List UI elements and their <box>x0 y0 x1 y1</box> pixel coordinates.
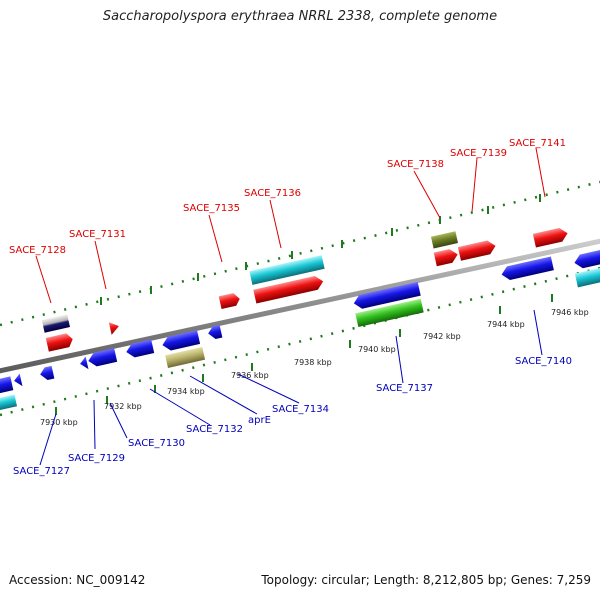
gene-label[interactable]: SACE_7141 <box>509 138 566 149</box>
gene-arrow[interactable] <box>355 298 424 328</box>
forward-tick-track <box>0 180 600 327</box>
gene-label[interactable]: SACE_7137 <box>376 383 433 394</box>
gene-arrow[interactable] <box>13 373 23 387</box>
gene-label[interactable]: aprE <box>248 415 271 426</box>
gene-arrow[interactable] <box>87 348 118 368</box>
gene-arrow[interactable] <box>207 324 223 341</box>
gene-arrow[interactable] <box>41 314 70 333</box>
tick-label: 7932 kbp <box>104 402 142 411</box>
gene-label[interactable]: SACE_7138 <box>387 159 444 170</box>
forward-strand-genes <box>41 226 569 352</box>
gene-label[interactable]: SACE_7131 <box>69 229 126 240</box>
reverse-label-lines <box>39 309 543 466</box>
gene-arrow[interactable] <box>433 248 460 267</box>
tick-marks: 7930 kbp 7932 kbp 7934 kbp 7936 kbp 7938 kbp… <box>40 194 589 427</box>
gene-label[interactable]: SACE_7132 <box>186 424 243 435</box>
gene-arrow[interactable] <box>500 256 554 281</box>
gene-arrow[interactable] <box>125 339 155 359</box>
accession-text: Accession: NC_009142 <box>9 573 146 587</box>
gene-arrow[interactable] <box>79 356 89 370</box>
gene-arrow[interactable] <box>39 365 55 382</box>
gene-label[interactable]: SACE_7140 <box>515 356 572 367</box>
gene-arrow[interactable] <box>45 332 74 352</box>
gene-arrow[interactable] <box>430 231 458 249</box>
gene-label[interactable]: SACE_7130 <box>128 438 185 449</box>
gene-arrow[interactable] <box>352 281 421 310</box>
gene-label[interactable]: SACE_7134 <box>272 404 329 415</box>
gene-arrow[interactable] <box>574 266 600 288</box>
forward-gene-labels: SACE_7128 SACE_7131 SACE_7135 SACE_7136 … <box>9 138 566 256</box>
genome-stats-text: Topology: circular; Length: 8,212,805 bp… <box>261 573 591 587</box>
gene-arrow[interactable] <box>573 248 600 270</box>
gene-label[interactable]: SACE_7128 <box>9 245 66 256</box>
gene-arrow[interactable] <box>0 394 18 412</box>
tick-label: 7934 kbp <box>167 387 205 396</box>
reverse-tick-track <box>0 266 600 417</box>
tick-label: 7930 kbp <box>40 418 78 427</box>
tick-label: 7936 kbp <box>231 371 269 380</box>
gene-arrow[interactable] <box>457 239 497 261</box>
gene-label[interactable]: SACE_7136 <box>244 188 301 199</box>
reverse-strand-genes <box>0 248 600 412</box>
gene-arrow[interactable] <box>161 330 201 352</box>
gene-label[interactable]: SACE_7129 <box>68 453 125 464</box>
tick-label: 7944 kbp <box>487 320 525 329</box>
tick-label: 7942 kbp <box>423 332 461 341</box>
gene-arrow[interactable] <box>532 226 569 248</box>
gene-label[interactable]: SACE_7139 <box>450 148 507 159</box>
tick-label: 7938 kbp <box>294 358 332 367</box>
gene-arrow[interactable] <box>108 320 121 335</box>
gene-arrow[interactable] <box>165 346 206 368</box>
genome-backbone <box>0 238 600 374</box>
gene-arrow[interactable] <box>253 275 324 304</box>
gene-arrow[interactable] <box>0 376 14 394</box>
gene-arrow[interactable] <box>249 255 325 285</box>
reverse-gene-labels: SACE_7127 SACE_7129 SACE_7130 SACE_7132 … <box>13 356 572 477</box>
tick-label: 7940 kbp <box>358 345 396 354</box>
gene-arrow[interactable] <box>218 292 241 310</box>
map-title: Saccharopolyspora erythraea NRRL 2338, c… <box>102 9 498 24</box>
tick-label: 7946 kbp <box>551 308 589 317</box>
gene-label[interactable]: SACE_7135 <box>183 203 240 214</box>
gene-label[interactable]: SACE_7127 <box>13 466 70 477</box>
forward-label-lines <box>35 147 546 304</box>
